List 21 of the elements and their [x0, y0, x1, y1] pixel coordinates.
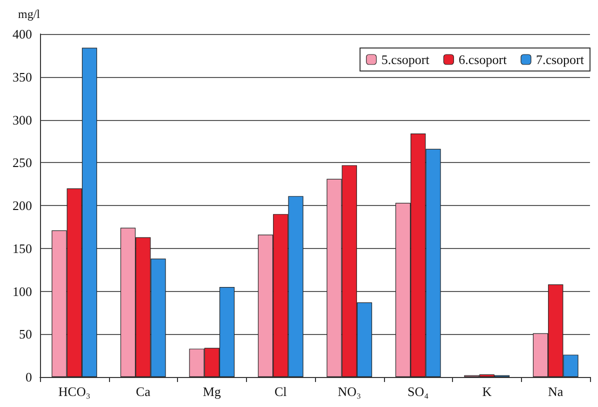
- x-tick-label: Mg: [202, 384, 222, 399]
- x-tick-label: HCO₃: [58, 384, 90, 399]
- x-tick-label: NO₃: [338, 384, 362, 399]
- y-tick-label: 200: [12, 198, 32, 213]
- x-tick-label: Na: [548, 384, 564, 399]
- y-tick-label: 400: [12, 26, 32, 42]
- legend-label: 5.csoport: [381, 52, 430, 67]
- x-tick-label: SO₄: [408, 384, 430, 399]
- x-tick-label: Cl: [274, 384, 288, 399]
- y-tick-label: 250: [12, 155, 32, 170]
- y-tick-label: 50: [19, 326, 32, 342]
- legend-label: 6.csoport: [458, 52, 508, 67]
- y-tick-label: 100: [12, 284, 32, 299]
- x-tick-label: K: [482, 384, 492, 399]
- y-axis-title: mg/l: [18, 7, 41, 21]
- y-tick-label: 300: [12, 112, 32, 128]
- x-tick-label: Ca: [136, 384, 151, 399]
- legend-label: 7.csoport: [536, 52, 584, 67]
- y-tick-label: 0: [26, 370, 32, 384]
- y-tick-label: 150: [12, 240, 32, 256]
- y-tick-label: 350: [12, 69, 32, 84]
